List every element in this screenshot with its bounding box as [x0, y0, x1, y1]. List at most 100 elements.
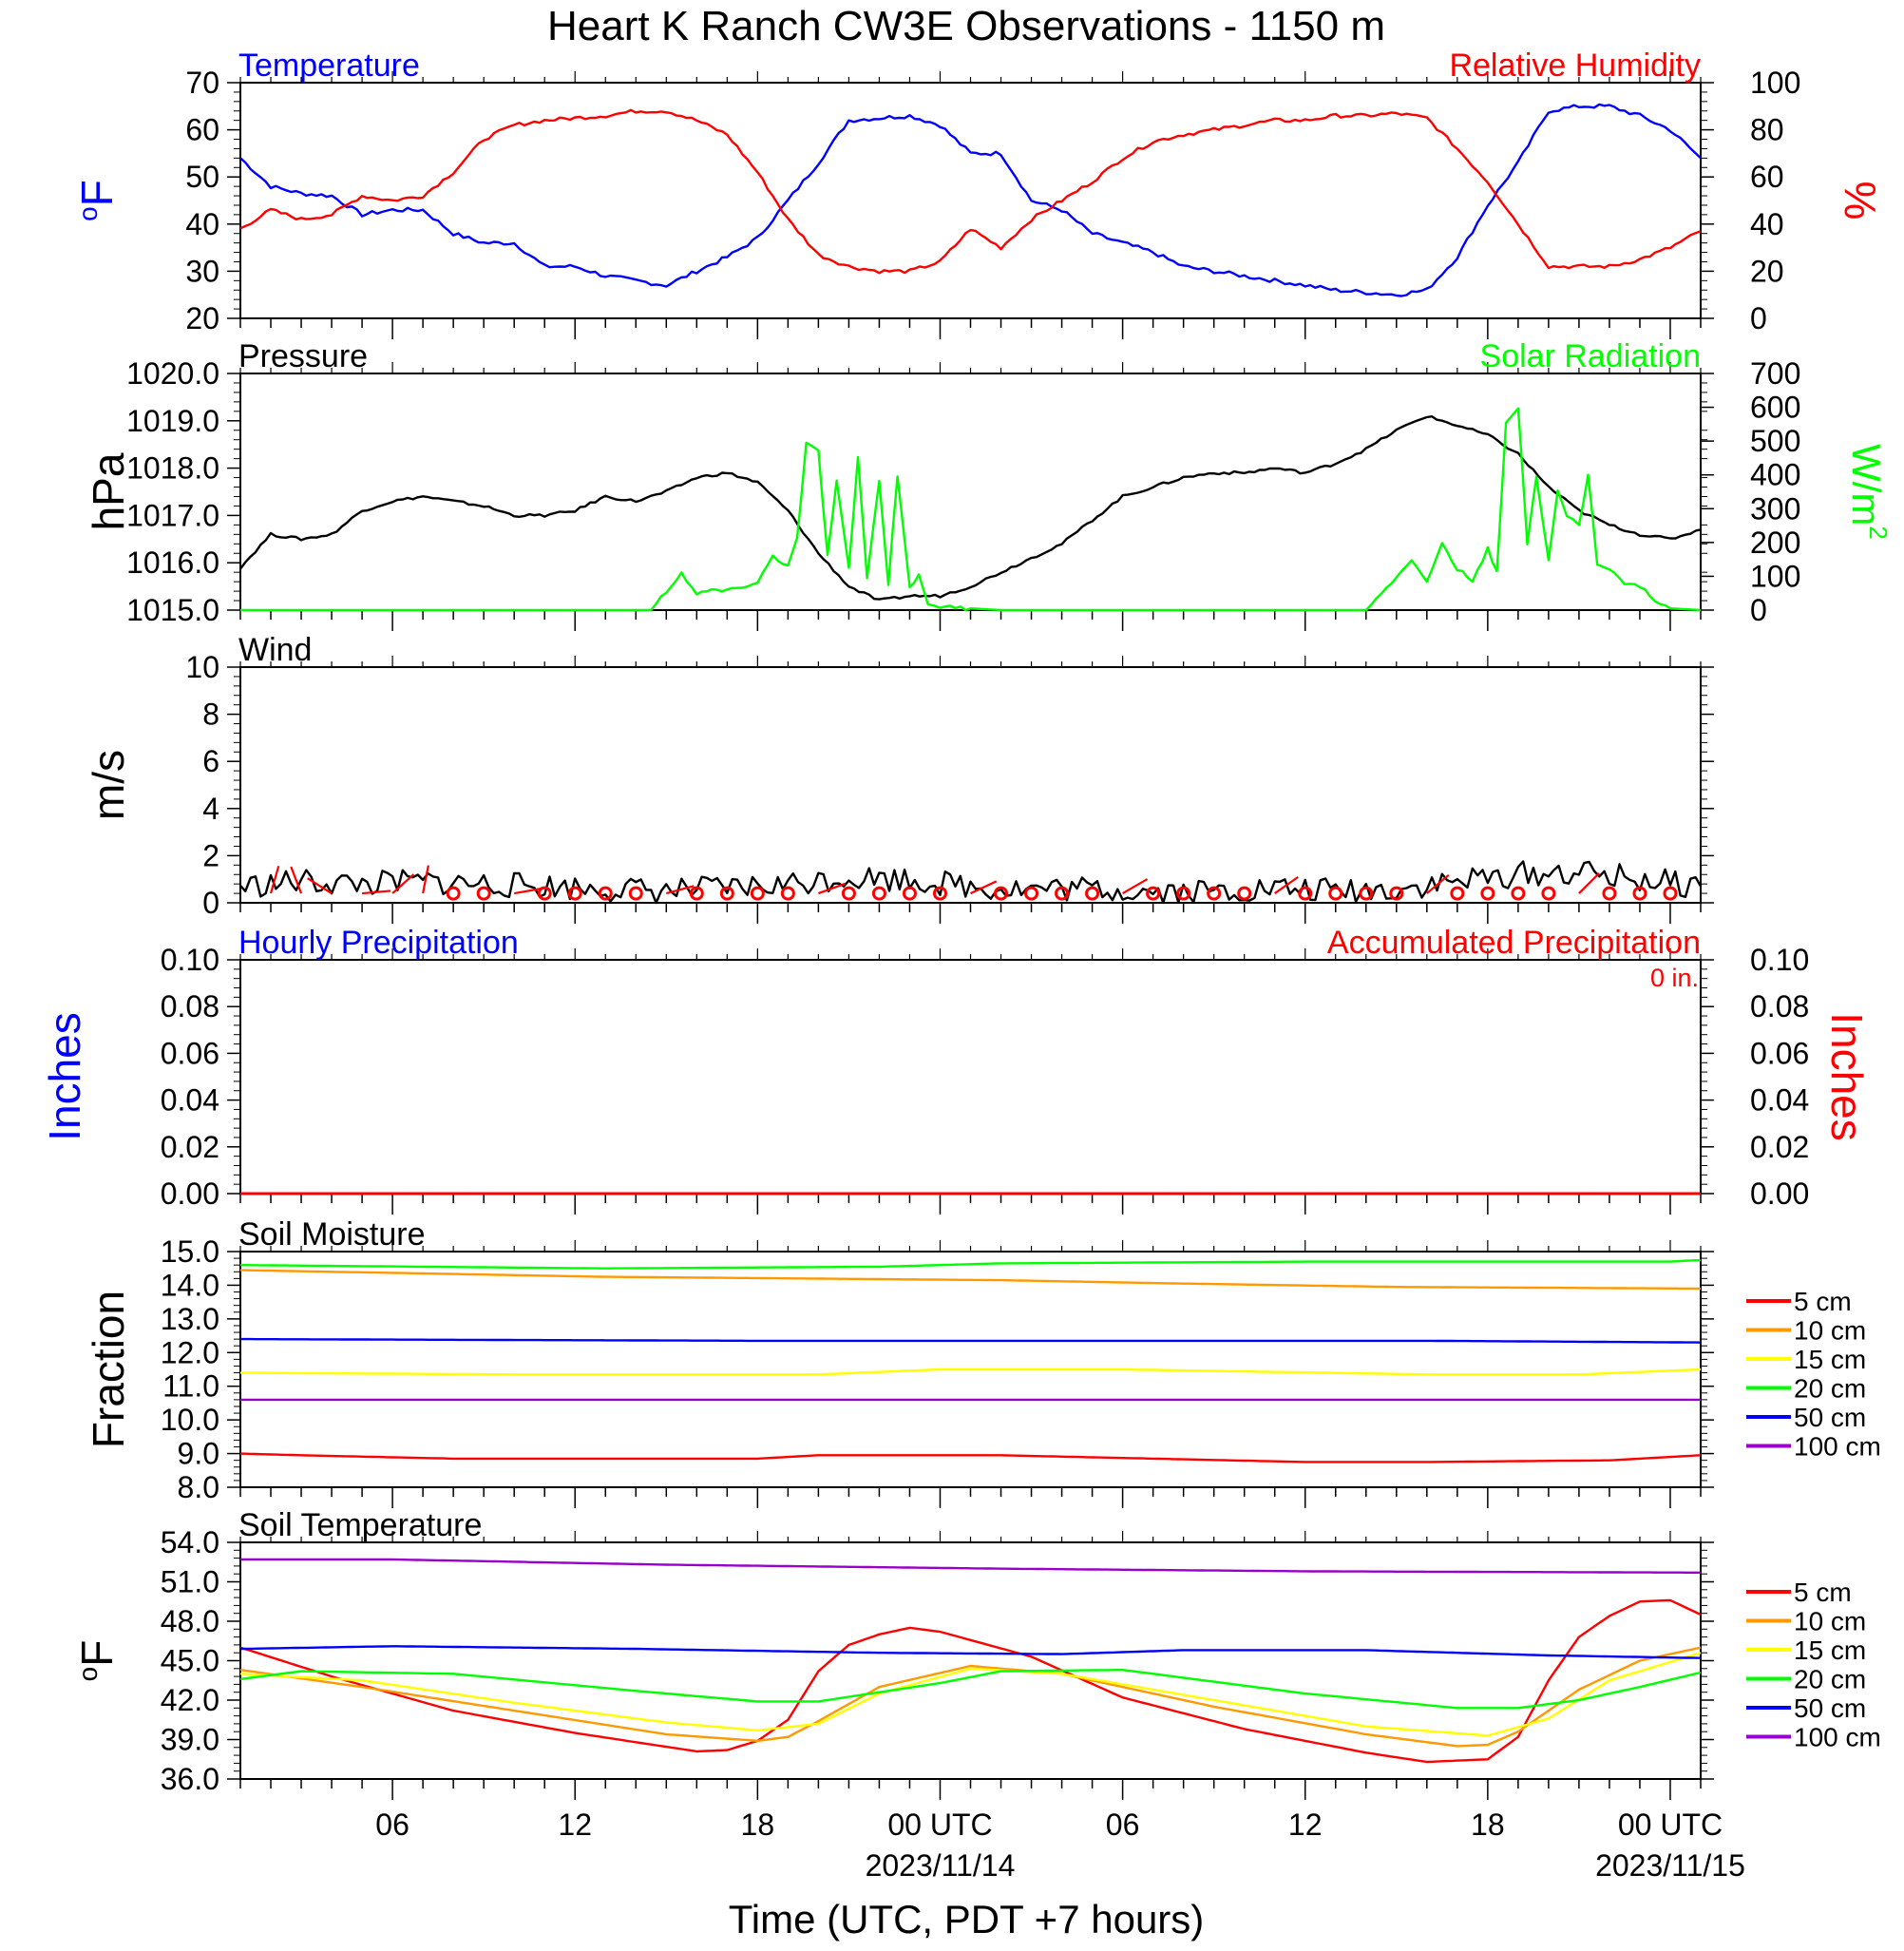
y-tick-label: 14.0: [161, 1268, 219, 1302]
y2-tick-label: 0: [1750, 593, 1767, 627]
series-line-10-cm: [239, 1646, 1702, 1748]
calm-wind-marker: [841, 886, 856, 901]
legend-label: 10 cm: [1794, 1316, 1866, 1346]
y-tick-label: 70: [185, 66, 219, 100]
calm-wind-marker: [537, 886, 552, 901]
calm-wind-marker: [1511, 886, 1526, 901]
plot-frame: [239, 1541, 1702, 1780]
panel-temp_rh: 20 30 40 50 60 70 0 20 40 60 80 100 Temperature Relat…: [72, 48, 1885, 339]
y-tick-label: 1016.0: [126, 545, 219, 580]
calm-wind-marker: [1146, 886, 1161, 901]
calm-wind-marker: [446, 886, 461, 901]
calm-wind-marker: [1632, 886, 1647, 901]
series-line-15-cm: [239, 1652, 1702, 1737]
series-line-relative-humidity: [239, 108, 1702, 275]
wind-barb: [666, 885, 695, 895]
calm-wind-marker: [1389, 886, 1404, 901]
x-tick-label: 12: [558, 1808, 592, 1842]
y2-tick-label: 80: [1750, 113, 1784, 147]
series-line-wind: [239, 860, 1703, 905]
y2-tick-label: 0.08: [1750, 989, 1809, 1023]
y-tick-label: 4: [202, 792, 219, 826]
y-tick-label: 8.0: [178, 1470, 219, 1504]
y-tick-label: 6: [202, 744, 219, 778]
y-tick-label: 54.0: [161, 1525, 219, 1559]
y-tick-label: 42.0: [161, 1683, 219, 1717]
y-tick-label: 0.00: [161, 1176, 219, 1211]
calm-wind-marker: [1359, 886, 1374, 901]
y-tick-label: 30: [185, 254, 219, 288]
y-axis-label: oF: [72, 1640, 122, 1682]
series-line-5-cm: [239, 1598, 1702, 1764]
series-line-20-cm: [239, 1668, 1702, 1710]
y2-tick-label: 300: [1750, 491, 1800, 526]
y-tick-label: 0.04: [161, 1083, 219, 1118]
wind-barb: [391, 873, 415, 894]
legend-label: 20 cm: [1794, 1665, 1866, 1694]
y-tick-label: 39.0: [161, 1723, 219, 1757]
y-tick-label: 1018.0: [126, 451, 219, 486]
panel-left-title: Hourly Precipitation: [238, 925, 519, 961]
y2-tick-label: 0.00: [1750, 1176, 1809, 1211]
wind-barb: [513, 887, 543, 895]
panel-precip: 0.00 0.02 0.04 0.06 0.08 0.10 0.00 0.02 0.04 0.06…: [40, 925, 1872, 1215]
legend-label: 100 cm: [1794, 1432, 1881, 1462]
series-line-temperature: [239, 103, 1702, 297]
series-line-pressure: [239, 415, 1702, 601]
x-tick-label: 06: [1106, 1808, 1140, 1842]
calm-wind-marker: [1207, 886, 1222, 901]
legend-label: 5 cm: [1794, 1578, 1852, 1607]
y-tick-label: 10: [185, 650, 219, 684]
y2-tick-label: 60: [1750, 160, 1784, 194]
y-axis-label: oF: [72, 180, 122, 221]
series-line-50-cm: [240, 1337, 1702, 1344]
calm-wind-marker: [719, 886, 734, 901]
calm-wind-marker: [1237, 886, 1252, 901]
chart-title: Heart K Ranch CW3E Observations - 1150 m: [547, 3, 1385, 49]
y-axis-label: m/s: [84, 750, 133, 820]
wind-barb: [1122, 878, 1149, 895]
panel-soil_moisture: 8.09.010.011.012.013.014.015.0 Soil Moist…: [84, 1216, 1881, 1508]
calm-wind-marker: [1024, 886, 1039, 901]
calm-wind-marker: [476, 886, 491, 901]
wind-barb: [1274, 875, 1299, 894]
calm-wind-marker: [1298, 886, 1313, 901]
plot-frame: [239, 666, 1702, 904]
panel-wind: 0 2 4 6 8 10 Wind m/s: [84, 632, 1714, 924]
legend-label: 5 cm: [1794, 1287, 1852, 1316]
calm-wind-marker: [567, 886, 582, 901]
panel-left-title: Pressure: [238, 338, 368, 374]
calm-wind-marker: [750, 886, 765, 901]
calm-wind-marker: [689, 886, 704, 901]
y2-tick-label: 200: [1750, 526, 1800, 560]
y2-tick-label: 20: [1750, 254, 1784, 288]
x-tick-date: 2023/11/14: [866, 1848, 1016, 1883]
calm-wind-marker: [1450, 886, 1465, 901]
y-axis-label: hPa: [84, 452, 133, 530]
wind-barb: [307, 877, 333, 895]
y-tick-label: 20: [185, 301, 219, 335]
calm-wind-marker: [1055, 886, 1070, 901]
y-tick-label: 0: [202, 886, 219, 920]
series-line-50-cm: [240, 1645, 1702, 1659]
x-tick-date: 2023/11/15: [1595, 1848, 1745, 1883]
calm-wind-marker: [628, 886, 643, 901]
y-tick-label: 40: [185, 207, 219, 241]
y-tick-label: 0.08: [161, 989, 219, 1023]
panel-left-title: Soil Temperature: [238, 1507, 482, 1543]
y-tick-label: 36.0: [161, 1762, 219, 1796]
panel-right-title: Accumulated Precipitation: [1327, 925, 1701, 961]
calm-wind-marker: [1541, 886, 1556, 901]
series-line-solar-radiation: [240, 407, 1702, 612]
y-tick-label: 1015.0: [126, 593, 219, 627]
y2-axis-label: Inches: [1822, 1012, 1872, 1141]
y-tick-label: 12.0: [161, 1335, 219, 1369]
plot-frame: [239, 959, 1702, 1195]
calm-wind-marker: [1480, 886, 1495, 901]
wind-barb: [818, 882, 846, 895]
legend-label: 50 cm: [1794, 1693, 1866, 1723]
calm-wind-marker: [1663, 886, 1678, 901]
panel-left-title: Wind: [238, 632, 312, 668]
wind-barb: [361, 889, 391, 895]
